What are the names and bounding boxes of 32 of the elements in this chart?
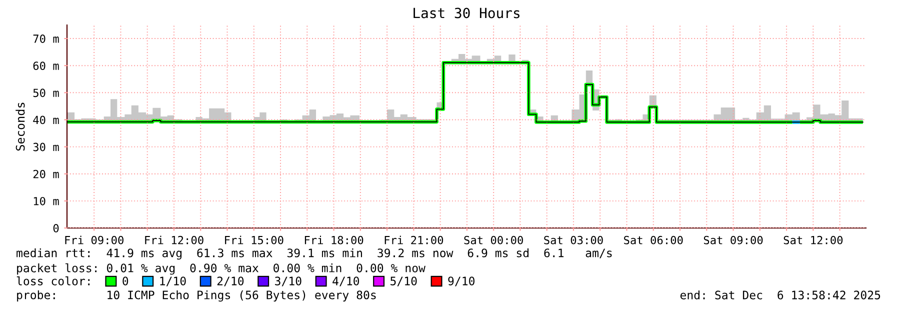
x-tick-label: Sat 00:00 <box>464 236 523 244</box>
legend-label: 9/10 <box>448 276 474 286</box>
x-tick-label: Fri 18:00 <box>304 236 364 244</box>
legend-label: 2/10 <box>217 276 244 286</box>
x-tick-label: Sat 03:00 <box>544 236 603 244</box>
x-tick-label: Sat 09:00 <box>704 236 763 244</box>
y-tick-label: 20 m <box>33 170 59 178</box>
legend-label: 4/10 <box>332 276 360 286</box>
x-tick-label: Fri 09:00 <box>65 236 124 244</box>
text: probe: 10 ICMP Echo Pings (56 Bytes) every 80s <box>17 290 376 302</box>
text: median rtt: 41.9 ms avg 61.3 ms max 39.1 ms min 39.2 ms now 6.9 ms sd 6.1 am/s <box>16 248 612 260</box>
y-axis-title: Seconds <box>16 102 25 151</box>
x-tick-label: Fri 15:00 <box>225 236 284 244</box>
x-tick-label: Fri 21:00 <box>384 236 444 244</box>
y-tick-label: 50 m <box>33 88 59 98</box>
legend-title: loss color: <box>16 276 90 286</box>
chart-title: Last 30 Hours <box>414 8 520 18</box>
y-tick-label: 30 m <box>33 142 59 152</box>
text: packet loss: 0.01 % avg 0.90 % max 0.00 % min 0.00 % now <box>17 263 426 275</box>
x-tick-label: Sat 12:00 <box>784 236 843 244</box>
y-tick-label: 0 <box>53 224 59 232</box>
text: end: Sat Dec 6 13:58:42 2025 <box>680 290 880 300</box>
legend-label: 5/10 <box>390 276 417 286</box>
legend-label: 1/10 <box>160 276 186 286</box>
x-tick-label: Sat 06:00 <box>624 236 683 244</box>
legend-label: 3/10 <box>275 276 302 286</box>
y-tick-label: 70 m <box>33 34 59 43</box>
y-tick-label: 60 m <box>33 62 59 70</box>
y-tick-label: 10 m <box>34 196 59 206</box>
legend-label: 0 <box>122 276 128 286</box>
x-tick-label: Fri 12:00 <box>145 236 204 244</box>
y-tick-label: 40 m <box>33 116 59 124</box>
